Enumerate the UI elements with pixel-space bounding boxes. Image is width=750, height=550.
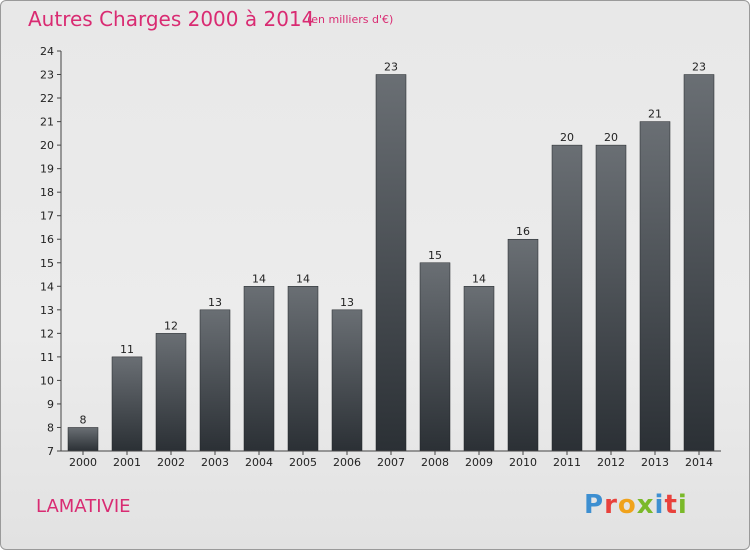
x-tick-label-2003: 2003 xyxy=(201,456,229,469)
logo-letter: t xyxy=(664,490,678,520)
bars-group: 8 11 12 13 14 14 13 23 15 14 16 20 20 21 23 xyxy=(67,61,715,452)
chart-subtitle: (en milliers d'€) xyxy=(307,13,394,26)
bar-2002 xyxy=(155,333,187,452)
data-label-2012: 20 xyxy=(604,131,618,144)
bar-2014 xyxy=(683,74,715,452)
logo-letter: o xyxy=(617,490,637,520)
logo-letter: P xyxy=(584,490,605,520)
bar-2011 xyxy=(551,144,583,452)
x-tick-label-2001: 2001 xyxy=(113,456,141,469)
y-tick-label: 9 xyxy=(47,398,54,411)
x-tick-label-2002: 2002 xyxy=(157,456,185,469)
data-label-2000: 8 xyxy=(80,413,87,426)
y-tick-label: 12 xyxy=(40,327,54,340)
y-tick-label: 20 xyxy=(40,139,54,152)
x-tick-label-2011: 2011 xyxy=(553,456,581,469)
data-label-2009: 14 xyxy=(472,272,486,285)
data-label-2013: 21 xyxy=(648,108,662,121)
x-tick-label-2008: 2008 xyxy=(421,456,449,469)
y-tick-label: 7 xyxy=(47,445,54,458)
data-label-2011: 20 xyxy=(560,131,574,144)
data-label-2003: 13 xyxy=(208,296,222,309)
bar-2001 xyxy=(111,356,143,452)
y-tick-label: 22 xyxy=(40,92,54,105)
data-label-2010: 16 xyxy=(516,225,530,238)
data-label-2006: 13 xyxy=(340,296,354,309)
y-tick-label: 8 xyxy=(47,421,54,434)
x-tick-label-2005: 2005 xyxy=(289,456,317,469)
bar-2007 xyxy=(375,74,407,452)
commune-name: LAMATIVIE xyxy=(36,496,131,517)
logo-letter: i xyxy=(654,490,665,520)
chart-title: Autres Charges 2000 à 2014 xyxy=(28,7,315,31)
bar-2013 xyxy=(639,121,671,452)
x-tick-label-2004: 2004 xyxy=(245,456,273,469)
bar-2005 xyxy=(287,286,319,452)
y-tick-label: 15 xyxy=(40,257,54,270)
data-label-2007: 23 xyxy=(384,61,398,74)
x-tick-label-2010: 2010 xyxy=(509,456,537,469)
bar-2009 xyxy=(463,286,495,452)
y-tick-label: 23 xyxy=(40,69,54,82)
data-label-2004: 14 xyxy=(252,272,266,285)
y-tick-label: 17 xyxy=(40,210,54,223)
bar-2008 xyxy=(419,262,451,452)
bar-2000 xyxy=(67,427,99,452)
y-tick-label: 14 xyxy=(40,280,54,293)
axes-group: 7 8 9 10 11 12 13 14 15 16 17 18 19 20 21 22 23 24 2000 200… xyxy=(40,45,721,469)
x-tick-label-2012: 2012 xyxy=(597,456,625,469)
bar-2004 xyxy=(243,286,275,452)
y-tick-label: 16 xyxy=(40,233,54,246)
data-label-2001: 11 xyxy=(120,343,134,356)
x-tick-label-2009: 2009 xyxy=(465,456,493,469)
bar-2012 xyxy=(595,144,627,452)
logo-letter: i xyxy=(677,490,688,520)
data-label-2014: 23 xyxy=(692,61,706,74)
proxiti-logo[interactable]: Proxiti xyxy=(584,490,688,520)
logo-letter: r xyxy=(604,490,618,520)
bar-2006 xyxy=(331,309,363,452)
y-tick-label: 13 xyxy=(40,304,54,317)
data-label-2005: 14 xyxy=(296,272,310,285)
y-tick-label: 24 xyxy=(40,45,54,58)
x-tick-label-2006: 2006 xyxy=(333,456,361,469)
x-tick-label-2000: 2000 xyxy=(69,456,97,469)
data-label-2008: 15 xyxy=(428,249,442,262)
data-label-2002: 12 xyxy=(164,319,178,332)
x-tick-label-2007: 2007 xyxy=(377,456,405,469)
y-tick-label: 11 xyxy=(40,351,54,364)
y-tick-label: 10 xyxy=(40,374,54,387)
y-tick-label: 19 xyxy=(40,163,54,176)
logo-letter: x xyxy=(636,490,655,520)
bar-2010 xyxy=(507,238,539,452)
y-tick-label: 18 xyxy=(40,186,54,199)
x-tick-label-2014: 2014 xyxy=(685,456,713,469)
y-tick-label: 21 xyxy=(40,116,54,129)
x-tick-label-2013: 2013 xyxy=(641,456,669,469)
bar-2003 xyxy=(199,309,231,452)
